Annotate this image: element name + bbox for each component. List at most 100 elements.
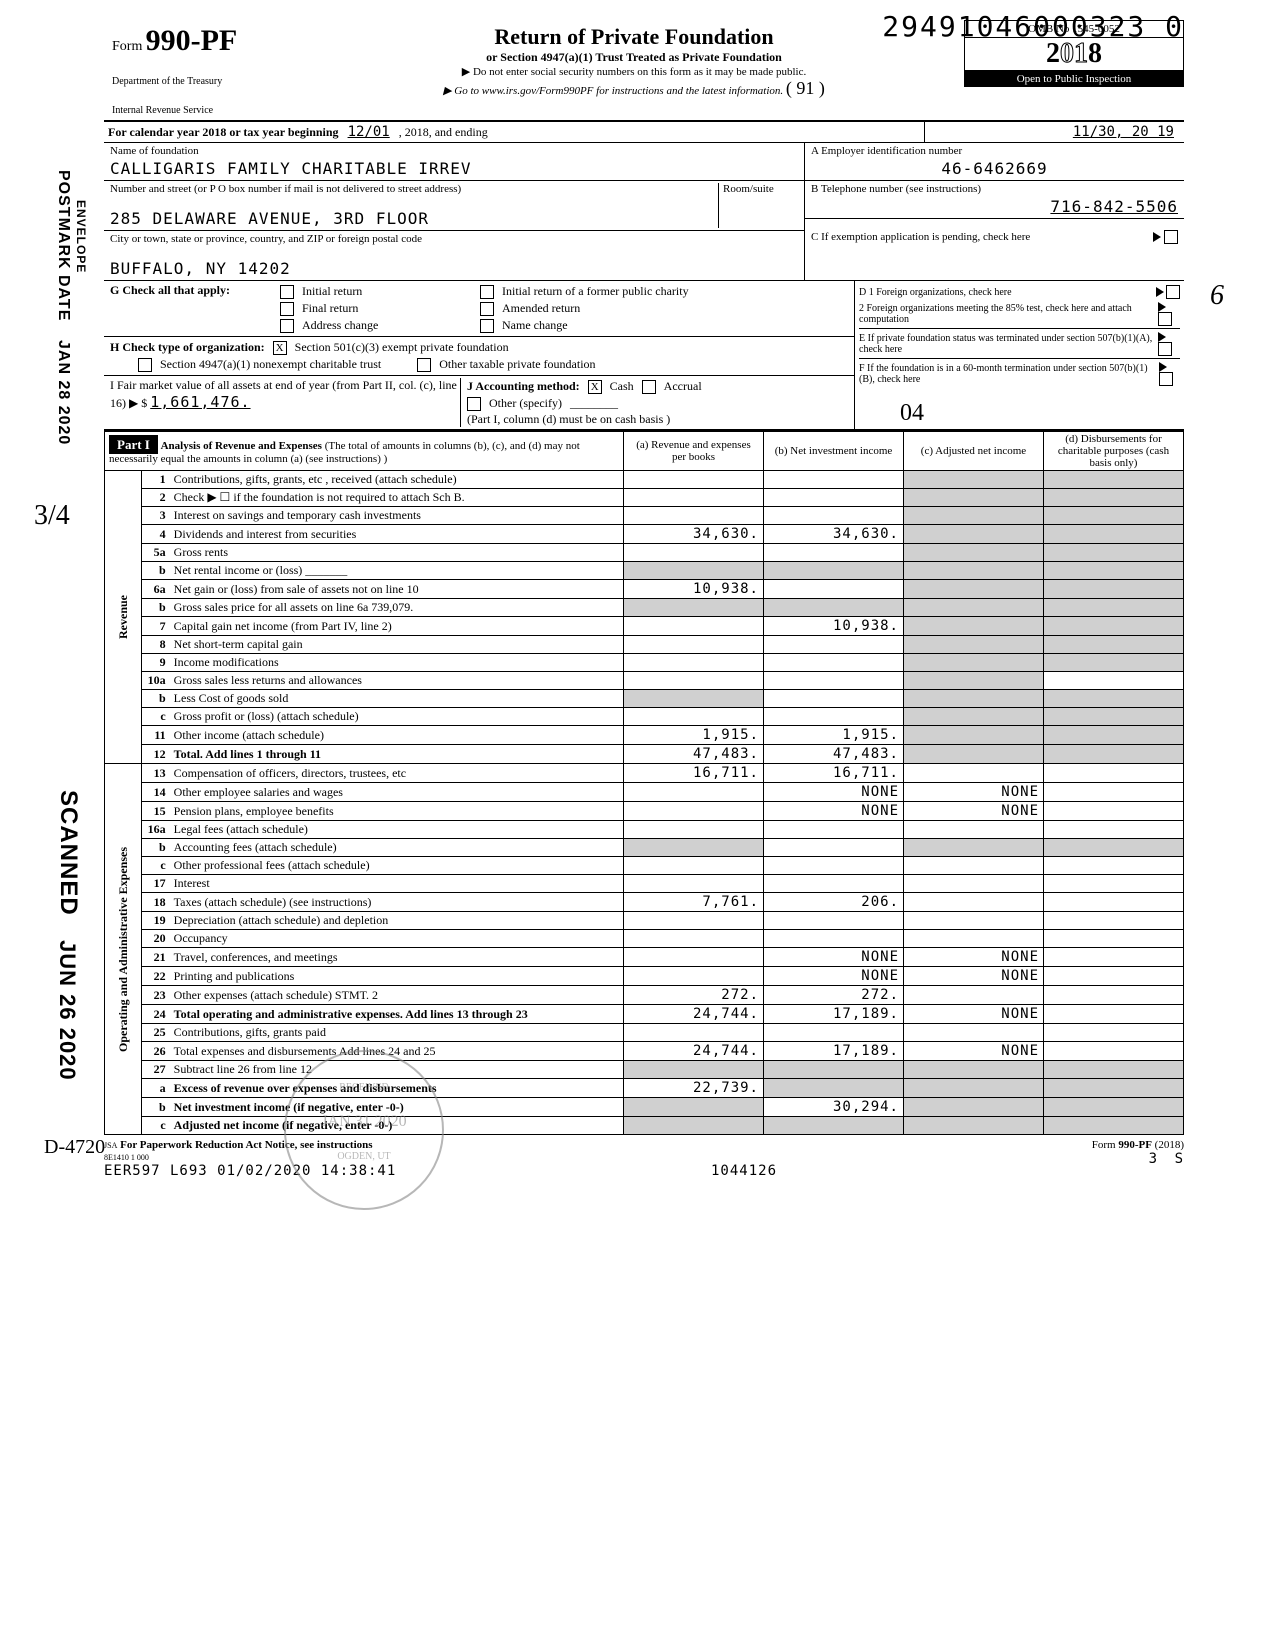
table-row: bAccounting fees (attach schedule) [105,839,1184,857]
g-name-checkbox[interactable] [480,319,494,333]
table-row: 18Taxes (attach schedule) (see instructi… [105,893,1184,912]
cell-c [904,986,1044,1005]
row-number: 7 [142,617,170,636]
instr-ssn: ▶ Do not enter social security numbers o… [308,65,960,78]
row-number: 24 [142,1005,170,1024]
row-number: 15 [142,802,170,821]
j-accrual: Accrual [664,379,702,394]
open-inspection: Open to Public Inspection [964,71,1184,87]
cell-d [1044,930,1184,948]
row-desc: Net short-term capital gain [170,636,624,654]
e-checkbox[interactable] [1158,342,1172,356]
row-desc: Interest [170,875,624,893]
dept-irs: Internal Revenue Service [112,105,296,116]
table-row: 23Other expenses (attach schedule) STMT.… [105,986,1184,1005]
f-checkbox[interactable] [1159,372,1173,386]
col-d-header: (d) Disbursements for charitable purpose… [1044,432,1184,471]
h-other: Other taxable private foundation [439,357,595,372]
stamp-postmark: POSTMARK DATE [54,170,72,321]
cell-d [1044,875,1184,893]
cell-a: 7,761. [624,893,764,912]
cell-c [904,599,1044,617]
table-row: 2Check ▶ ☐ if the foundation is not requ… [105,489,1184,507]
row-number: 4 [142,525,170,544]
footer-r2: S [1175,1151,1184,1167]
cell-a: 24,744. [624,1042,764,1061]
row-desc: Contributions, gifts, grants, etc , rece… [170,471,624,489]
row-number: c [142,857,170,875]
table-row: 5aGross rents [105,544,1184,562]
cell-d [1044,1117,1184,1135]
table-row: 21Travel, conferences, and meetingsNONEN… [105,948,1184,967]
j-cash-checkbox[interactable] [588,380,602,394]
cell-c [904,1079,1044,1098]
tel-label: B Telephone number (see instructions) [811,183,1178,195]
g-final-checkbox[interactable] [280,302,294,316]
stamp-jan-date: JAN 28 2020 [54,340,72,445]
arrow-icon [1158,332,1166,342]
cell-d [1044,708,1184,726]
cell-c [904,672,1044,690]
cell-a: 10,938. [624,580,764,599]
row-desc: Excess of revenue over expenses and disb… [170,1079,624,1098]
cell-c [904,1098,1044,1117]
table-row: 6aNet gain or (loss) from sale of assets… [105,580,1184,599]
cell-c: NONE [904,802,1044,821]
g-amended-checkbox[interactable] [480,302,494,316]
row-desc: Gross profit or (loss) (attach schedule) [170,708,624,726]
cell-b [764,875,904,893]
d2-label: 2 Foreign organizations meeting the 85% … [859,303,1158,325]
cell-a [624,1098,764,1117]
row-desc: Income modifications [170,654,624,672]
table-row: bLess Cost of goods sold [105,690,1184,708]
cell-d [1044,857,1184,875]
ghij-block: G Check all that apply: Initial return F… [104,281,1184,431]
d2-checkbox[interactable] [1158,312,1172,326]
table-row: 10aGross sales less returns and allowanc… [105,672,1184,690]
row-number: 22 [142,967,170,986]
c-checkbox[interactable] [1164,230,1178,244]
d1-checkbox[interactable] [1166,285,1180,299]
row-desc: Dividends and interest from securities [170,525,624,544]
table-row: 8Net short-term capital gain [105,636,1184,654]
g-initial-checkbox[interactable] [280,285,294,299]
i-value: 1,661,476. [150,393,250,411]
side-revenue: Revenue [105,471,142,764]
ein-label: A Employer identification number [811,145,1178,157]
form-title: Return of Private Foundation [308,24,960,50]
h-other-checkbox[interactable] [417,358,431,372]
g-name: Name change [502,318,568,333]
tel-value: 716-842-5506 [811,197,1178,216]
table-row: 9Income modifications [105,654,1184,672]
row-desc: Pension plans, employee benefits [170,802,624,821]
cell-b [764,821,904,839]
cell-a: 34,630. [624,525,764,544]
cell-d [1044,672,1184,690]
h-4947-checkbox[interactable] [138,358,152,372]
row-number: b [142,1098,170,1117]
cell-d [1044,893,1184,912]
j-accrual-checkbox[interactable] [642,380,656,394]
row-number: 1 [142,471,170,489]
row-number: 9 [142,654,170,672]
j-other-checkbox[interactable] [467,397,481,411]
cell-b: 30,294. [764,1098,904,1117]
row-desc: Net rental income or (loss) _______ [170,562,624,580]
cell-c [904,489,1044,507]
table-row: 24Total operating and administrative exp… [105,1005,1184,1024]
document-id: 29491046000323 0 [882,10,1184,43]
h-501c3-checkbox[interactable] [273,341,287,355]
row-desc: Capital gain net income (from Part IV, l… [170,617,624,636]
row-number: 6a [142,580,170,599]
cell-a [624,821,764,839]
row-desc: Printing and publications [170,967,624,986]
row-number: 5a [142,544,170,562]
g-addr-checkbox[interactable] [280,319,294,333]
cell-a [624,1061,764,1079]
arrow-icon [1153,232,1161,242]
instr-goto: ▶ Go to www.irs.gov/Form990PF for instru… [443,85,783,97]
d1-label: D 1 Foreign organizations, check here [859,287,1012,298]
cell-d [1044,1024,1184,1042]
g-former-checkbox[interactable] [480,285,494,299]
cell-a [624,948,764,967]
